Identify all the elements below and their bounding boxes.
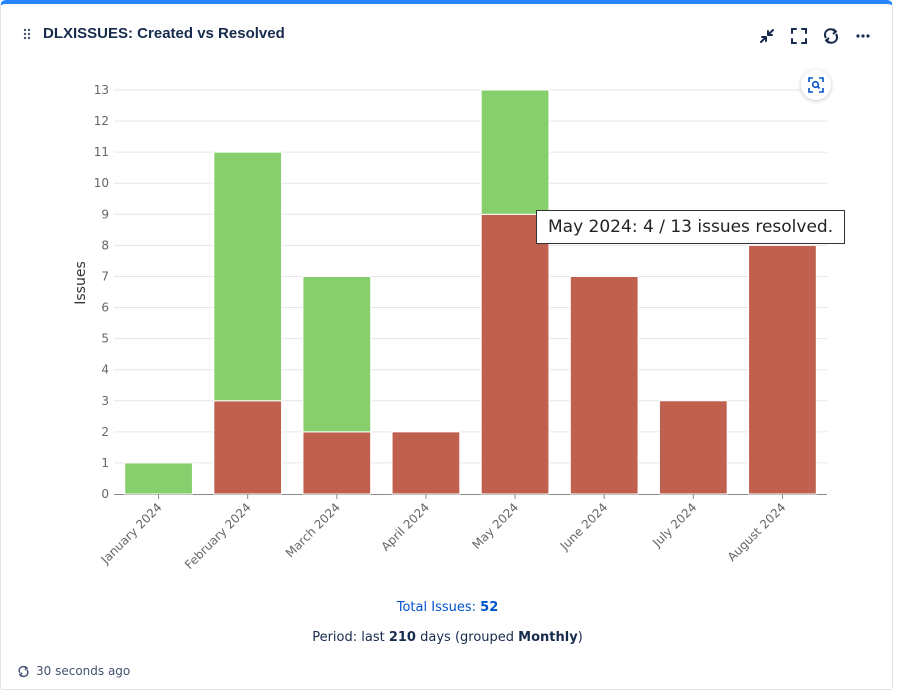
fullscreen-icon: [791, 28, 807, 44]
period-prefix: Period: last: [312, 630, 385, 645]
tooltip-suffix: issues resolved.: [697, 217, 834, 237]
tooltip-colon: :: [631, 217, 643, 237]
total-issues-link[interactable]: Total Issues: 52: [1, 600, 894, 615]
x-tick-label: February 2024: [182, 500, 254, 572]
refresh-small-icon: [18, 665, 29, 677]
total-issues-value: 52: [480, 600, 499, 615]
chart-tooltip: May 2024: 4 / 13 issues resolved.: [536, 210, 846, 244]
last-refreshed: 30 seconds ago: [17, 664, 130, 678]
y-tick-label: 4: [101, 363, 109, 377]
y-tick-label: 7: [101, 269, 109, 283]
bar-segment: [302, 431, 372, 495]
gadget-header: DLXISSUES: Created vs Resolved: [1, 4, 892, 64]
y-tick-label: 5: [101, 332, 109, 346]
period-text: Period: last 210 days (grouped Monthly): [1, 630, 894, 645]
y-tick-label: 13: [94, 83, 109, 97]
x-tick-label: July 2024: [649, 500, 699, 550]
refreshed-text: 30 seconds ago: [36, 664, 131, 678]
reset-zoom-button[interactable]: [801, 70, 831, 100]
drag-handle-icon[interactable]: [23, 28, 31, 42]
tooltip-slash: /: [653, 217, 671, 237]
bar-segment: [391, 431, 461, 495]
y-tick-label: 12: [94, 114, 109, 128]
more-button[interactable]: [851, 24, 875, 48]
bar-segment: [569, 275, 639, 495]
bar-segment: [213, 151, 283, 402]
y-tick-label: 2: [101, 425, 109, 439]
tooltip-total: 13: [670, 217, 692, 237]
period-days: 210: [388, 630, 416, 645]
x-tick-label: June 2024: [557, 500, 610, 553]
refresh-icon: [823, 28, 839, 44]
more-icon: [856, 34, 870, 38]
collapse-icon: [760, 29, 774, 43]
bar-segment: [213, 400, 283, 495]
bar-segment: [658, 400, 728, 495]
x-tick-label: April 2024: [378, 500, 432, 554]
y-tick-label: 0: [101, 487, 109, 501]
y-tick-label: 3: [101, 394, 109, 408]
bar-segment: [748, 244, 817, 495]
y-tick-label: 1: [101, 456, 109, 470]
y-tick-label: 11: [94, 145, 109, 159]
y-tick-label: 6: [101, 301, 109, 315]
bar-segment: [124, 462, 193, 495]
y-tick-label: 8: [101, 238, 109, 252]
tooltip-resolved: 4: [642, 217, 654, 237]
x-tick-label: March 2024: [283, 500, 343, 560]
x-tick-label: January 2024: [98, 500, 165, 567]
total-issues-label: Total Issues:: [396, 600, 477, 615]
tooltip-month: May 2024: [548, 217, 632, 237]
bar-segment: [302, 275, 372, 433]
refresh-button[interactable]: [819, 24, 843, 48]
x-tick-label: August 2024: [725, 500, 789, 564]
y-tick-label: 10: [94, 176, 109, 190]
zoom-reset-icon: [808, 77, 824, 93]
period-group: Monthly: [518, 630, 578, 645]
collapse-button[interactable]: [755, 24, 779, 48]
y-axis-title: Issues: [73, 261, 89, 305]
period-mid: days (grouped: [420, 630, 515, 645]
x-tick-label: May 2024: [469, 500, 521, 552]
period-suffix: ): [577, 630, 583, 645]
bar-segment: [480, 89, 550, 215]
fullscreen-button[interactable]: [787, 24, 811, 48]
gadget-title: DLXISSUES: Created vs Resolved: [43, 25, 285, 42]
bar-segment: [480, 213, 550, 495]
y-tick-label: 9: [101, 207, 109, 221]
